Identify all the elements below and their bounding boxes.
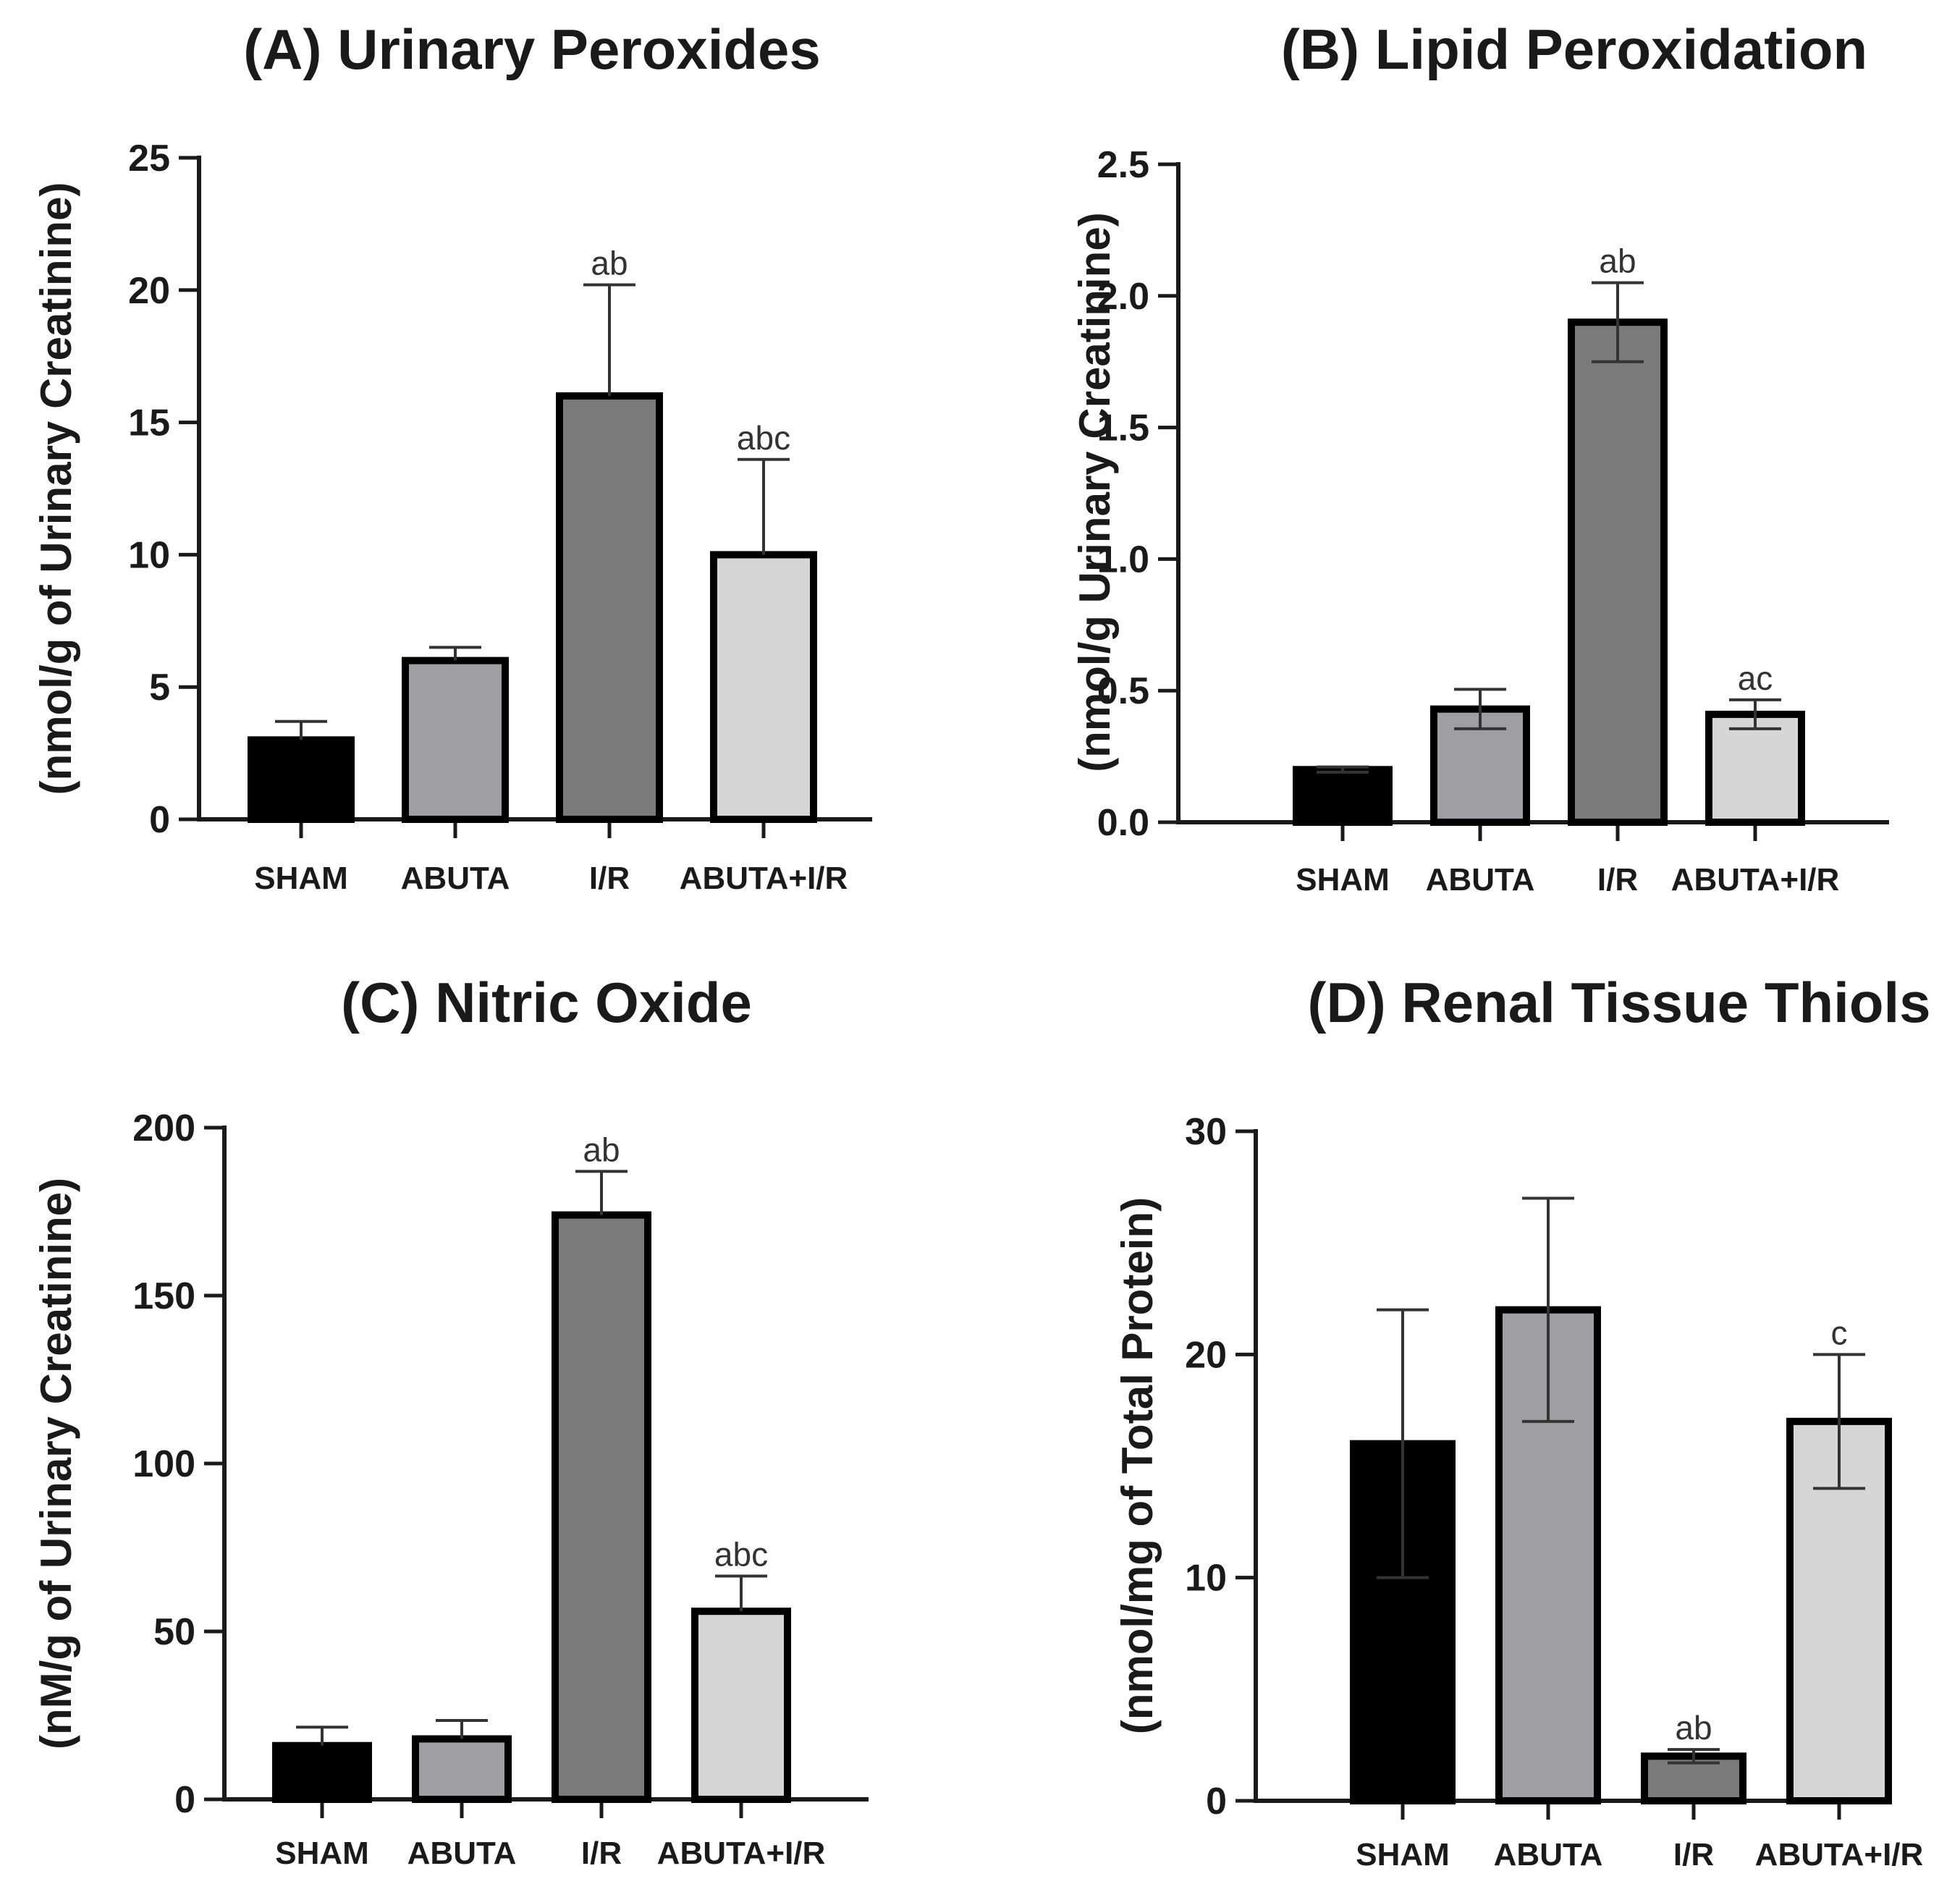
panel-urinary-peroxides: (A) Urinary Peroxides (nmol/g of Urinary … (32, 17, 872, 896)
urinary-peroxides-significance-label: ab (591, 244, 628, 282)
nitric-oxide-title: (C) Nitric Oxide (341, 971, 752, 1034)
renal-tissue-thiols-x-tick-label: SHAM (1356, 1837, 1450, 1872)
urinary-peroxides-x-tick-label: I/R (589, 861, 630, 896)
nitric-oxide-x-tick-label: SHAM (275, 1836, 369, 1871)
urinary-peroxides-x-tick-label: SHAM (254, 861, 348, 896)
nitric-oxide-y-tick-label: 150 (132, 1275, 195, 1317)
nitric-oxide-bar-abuta (412, 1735, 512, 1803)
panel-lipid-peroxidation: (B) Lipid Peroxidation (nmol/g Urinary Cr… (1070, 17, 1889, 898)
urinary-peroxides-bar-abuta (402, 656, 509, 824)
lipid-peroxidation-bar-sham (1293, 766, 1393, 827)
renal-tissue-thiols-y-tick-label: 20 (1185, 1334, 1227, 1376)
renal-tissue-thiols-significance-label: ab (1675, 1709, 1712, 1747)
nitric-oxide-bar-i-r (552, 1211, 651, 1803)
lipid-peroxidation-x-tick-label: SHAM (1296, 862, 1390, 898)
nitric-oxide-y-tick-label: 100 (132, 1443, 195, 1485)
lipid-peroxidation-x-tick-label: I/R (1597, 862, 1638, 898)
lipid-peroxidation-y-tick-label: 2.5 (1097, 144, 1149, 186)
renal-tissue-thiols-title: (D) Renal Tissue Thiols (1307, 971, 1930, 1034)
lipid-peroxidation-significance-label: ab (1599, 242, 1636, 280)
urinary-peroxides-y-tick-label: 10 (128, 534, 170, 576)
urinary-peroxides-y-axis-label: (nmol/g of Urinary Creatinine) (32, 182, 80, 795)
lipid-peroxidation-y-tick-label: 1.5 (1097, 407, 1149, 449)
lipid-peroxidation-y-axis-label: (nmol/g Urinary Creatinine) (1070, 212, 1119, 772)
urinary-peroxides-y-tick-label: 25 (128, 138, 170, 180)
nitric-oxide-significance-label: abc (714, 1535, 768, 1573)
lipid-peroxidation-title: (B) Lipid Peroxidation (1281, 17, 1867, 81)
renal-tissue-thiols-x-tick-label: ABUTA (1494, 1837, 1603, 1872)
nitric-oxide-x-tick-label: ABUTA (407, 1836, 517, 1871)
urinary-peroxides-significance-label: abc (737, 419, 790, 457)
renal-tissue-thiols-x-tick-label: ABUTA+I/R (1755, 1837, 1924, 1872)
urinary-peroxides-bar-i-r (556, 392, 663, 823)
lipid-peroxidation-y-tick-label: 1.0 (1097, 539, 1149, 580)
nitric-oxide-bar-sham (272, 1741, 372, 1804)
renal-tissue-thiols-significance-label: c (1831, 1314, 1848, 1351)
renal-tissue-thiols-x-tick-label: I/R (1673, 1837, 1714, 1872)
nitric-oxide-bar-abuta-i-r (691, 1608, 791, 1803)
lipid-peroxidation-y-tick-label: 0.5 (1097, 670, 1149, 712)
lipid-peroxidation-x-tick-label: ABUTA (1426, 862, 1535, 898)
urinary-peroxides-bar-abuta-i-r (710, 551, 817, 824)
lipid-peroxidation-bar-i-r (1568, 318, 1668, 827)
nitric-oxide-x-tick-label: I/R (581, 1836, 622, 1871)
nitric-oxide-y-tick-label: 200 (132, 1107, 195, 1149)
renal-tissue-thiols-y-tick-label: 0 (1206, 1781, 1227, 1823)
urinary-peroxides-y-tick-label: 5 (149, 667, 170, 709)
renal-tissue-thiols-y-tick-label: 30 (1185, 1111, 1227, 1153)
lipid-peroxidation-significance-label: ac (1738, 659, 1773, 697)
nitric-oxide-significance-label: ab (583, 1131, 620, 1168)
nitric-oxide-y-tick-label: 0 (174, 1779, 195, 1821)
urinary-peroxides-y-tick-label: 0 (149, 799, 170, 841)
lipid-peroxidation-y-tick-label: 2.0 (1097, 276, 1149, 318)
urinary-peroxides-x-tick-label: ABUTA (401, 861, 510, 896)
nitric-oxide-y-tick-label: 50 (153, 1611, 195, 1653)
urinary-peroxides-bar-sham (248, 736, 355, 824)
lipid-peroxidation-y-tick-label: 0.0 (1097, 802, 1149, 844)
lipid-peroxidation-x-tick-label: ABUTA+I/R (1671, 862, 1840, 898)
renal-tissue-thiols-y-axis-label: (nmol/mg of Total Protein) (1113, 1197, 1162, 1734)
renal-tissue-thiols-y-tick-label: 10 (1185, 1558, 1227, 1600)
panel-nitric-oxide: (C) Nitric Oxide (nM/g of Urinary Creatin… (32, 971, 869, 1871)
nitric-oxide-y-axis-label: (nM/g of Urinary Creatinine) (32, 1178, 80, 1749)
panel-renal-tissue-thiols: (D) Renal Tissue Thiols (nmol/mg of Total… (1113, 971, 1931, 1872)
urinary-peroxides-title: (A) Urinary Peroxides (243, 17, 821, 81)
lipid-peroxidation-bar-abuta-i-r (1705, 710, 1805, 827)
urinary-peroxides-y-tick-label: 15 (128, 402, 170, 444)
urinary-peroxides-y-tick-label: 20 (128, 270, 170, 312)
nitric-oxide-x-tick-label: ABUTA+I/R (657, 1836, 826, 1871)
urinary-peroxides-x-tick-label: ABUTA+I/R (680, 861, 848, 896)
